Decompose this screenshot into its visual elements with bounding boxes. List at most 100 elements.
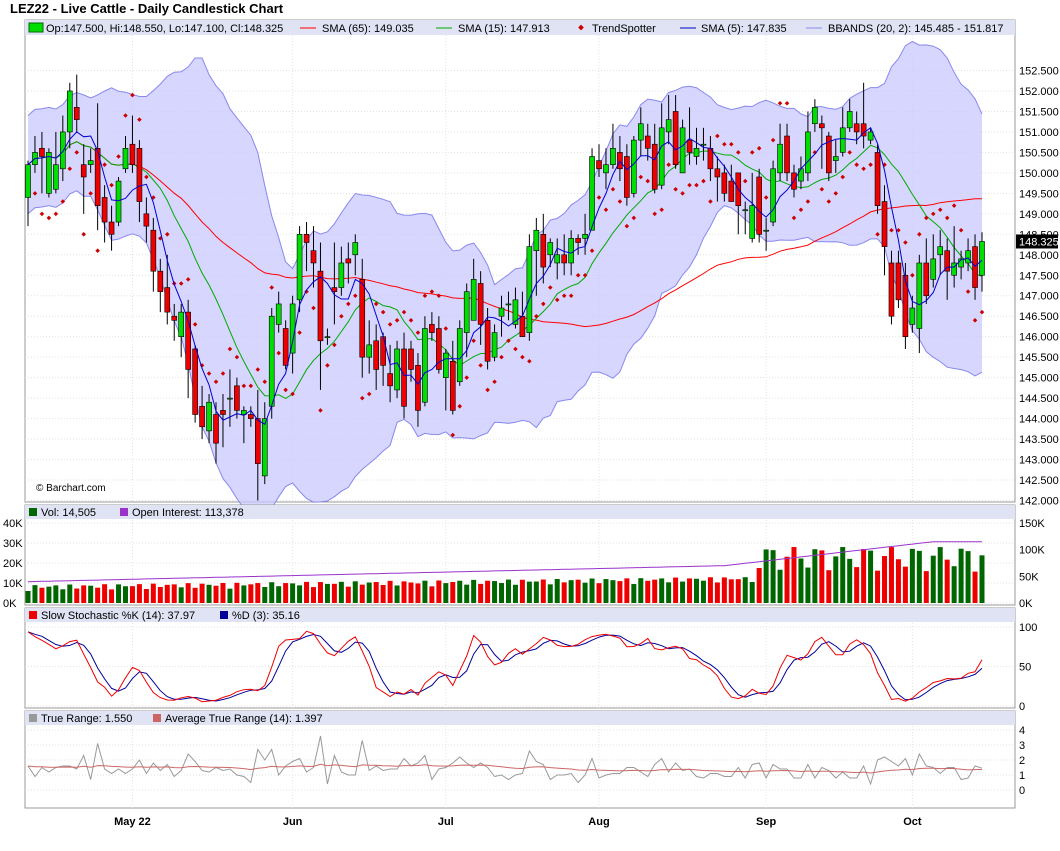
volume-bar xyxy=(206,584,212,603)
trendspotter-marker xyxy=(450,432,456,438)
price-tick-label: 142.000 xyxy=(1019,496,1059,508)
candle-body xyxy=(94,148,101,206)
stochastic-legend-bar xyxy=(25,608,1015,622)
volume-bar xyxy=(338,581,344,603)
candle-body xyxy=(554,254,561,264)
trendspotter-marker xyxy=(541,301,546,307)
candle-body xyxy=(672,111,679,165)
stochastic-panel: 0 50 100 Slow Stochastic %K (14): 37.97 %D… xyxy=(24,607,1037,713)
trendspotter-marker xyxy=(422,293,428,299)
volume-bar xyxy=(854,567,860,603)
trendspotter-marker xyxy=(492,379,497,385)
volume-bar xyxy=(812,549,818,603)
trendspotter-marker xyxy=(297,330,302,335)
candle-body xyxy=(289,303,296,354)
candle-body xyxy=(122,148,129,170)
volume-bar xyxy=(324,583,330,603)
open-interest-readout: Open Interest: 113,378 xyxy=(132,507,244,519)
volume-tick-label: 40K xyxy=(3,518,23,530)
volume-bar xyxy=(457,580,463,603)
candle-body xyxy=(874,152,881,206)
candle-body xyxy=(658,127,665,186)
volume-bar xyxy=(443,583,449,603)
volume-bar xyxy=(791,547,797,603)
candle-body xyxy=(596,160,602,170)
candle-body xyxy=(540,234,547,268)
volume-bar xyxy=(916,550,922,603)
candle-body xyxy=(359,279,366,358)
volume-bar xyxy=(122,586,128,603)
volume-bar xyxy=(805,567,811,603)
volume-bar xyxy=(909,548,915,603)
trendspotter-marker xyxy=(485,387,490,393)
candle-body xyxy=(220,410,226,415)
volume-bar xyxy=(164,584,170,603)
trendspotter-marker xyxy=(60,199,66,204)
candle-body xyxy=(87,160,94,165)
volume-bar xyxy=(74,588,80,603)
price-tick-label: 151.500 xyxy=(1019,106,1059,118)
volume-bar xyxy=(554,578,560,603)
candle-body xyxy=(721,172,728,194)
volume-bar xyxy=(248,584,254,603)
volume-bar xyxy=(227,588,233,603)
volume-bar xyxy=(255,583,261,603)
volume-bar xyxy=(659,578,665,603)
volume-bar xyxy=(707,577,713,603)
candle-body xyxy=(798,168,804,182)
x-axis-label: Aug xyxy=(588,816,609,828)
candle-body xyxy=(832,156,839,161)
candle-body xyxy=(505,303,512,306)
candle-body xyxy=(199,406,205,428)
trendspotter-marker xyxy=(373,301,379,307)
price-panel: 142.000 142.500 143.000 143.500 144.000 144.5… xyxy=(24,19,1059,531)
sma65-legend: SMA (65): 149.035 xyxy=(322,23,414,35)
trendspotter-marker xyxy=(910,272,915,278)
trendspotter-marker xyxy=(109,182,114,188)
candle-body xyxy=(693,148,700,157)
volume-bar xyxy=(429,586,435,603)
last-price-label: 148.325 xyxy=(1019,236,1059,248)
candle-body xyxy=(624,156,630,198)
candle-body xyxy=(881,201,888,247)
sma5-legend: SMA (5): 147.835 xyxy=(701,23,787,35)
price-tick-label: 150.000 xyxy=(1019,168,1059,180)
candle-body xyxy=(254,418,261,464)
trendspotter-marker xyxy=(32,191,38,196)
volume-bar xyxy=(88,585,94,603)
candle-body xyxy=(241,410,247,415)
candle-body xyxy=(644,135,651,149)
trendspotter-marker xyxy=(290,391,295,397)
trendspotter-marker xyxy=(499,354,504,360)
volume-bar xyxy=(728,579,734,603)
candle-body xyxy=(533,229,540,251)
candle-body xyxy=(665,119,672,133)
candle-body xyxy=(631,139,637,194)
volume-bar xyxy=(213,585,219,603)
x-axis-labels: May 22 Jun Jul Aug Sep Oct xyxy=(114,816,922,828)
trendspotter-marker xyxy=(513,346,518,352)
candle-body xyxy=(185,311,191,370)
volume-bar xyxy=(519,579,525,603)
trendspotter-marker xyxy=(116,154,121,159)
candle-body xyxy=(66,90,73,133)
candle-body xyxy=(944,250,950,272)
volume-bar xyxy=(596,583,602,603)
candle-body xyxy=(951,262,957,276)
volume-bar xyxy=(373,582,379,603)
candle-body xyxy=(923,262,930,297)
candle-body xyxy=(73,107,80,120)
price-tick-label: 146.500 xyxy=(1019,311,1059,323)
sma65-line xyxy=(27,141,982,328)
trendspotter-marker xyxy=(325,363,330,368)
stochastic-k-line xyxy=(27,630,983,703)
x-axis-label: Sep xyxy=(756,816,776,828)
trendspotter-marker xyxy=(102,162,107,167)
candle-body xyxy=(449,360,456,411)
candle-body xyxy=(366,344,373,358)
trendspotter-marker xyxy=(575,272,581,278)
candle-body xyxy=(749,205,756,239)
candle-body xyxy=(826,135,832,174)
volume-bar xyxy=(311,587,317,603)
candle-body xyxy=(261,418,268,477)
